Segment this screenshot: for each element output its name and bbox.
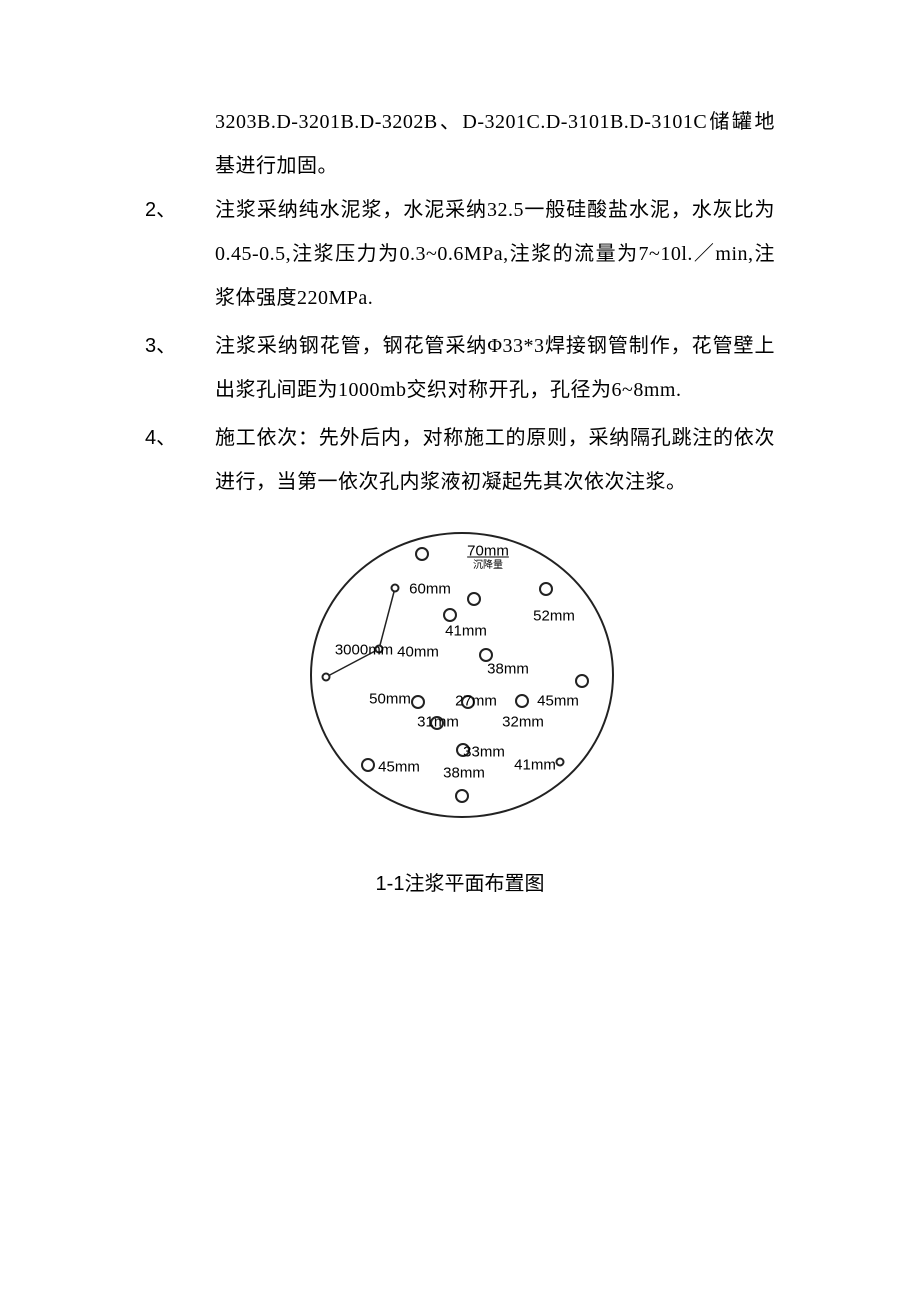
list-item-3: 3、 注浆采纳钢花管，钢花管采纳Φ33*3焊接钢管制作，花管壁上出浆孔间距为10…	[145, 324, 775, 412]
diagram-label: 32mm	[502, 706, 544, 739]
grout-hole	[455, 789, 469, 803]
paragraph-continuation: 3203B.D-3201B.D-3202B、D-3201C.D-3101B.D-…	[145, 100, 775, 188]
diagram-label: 41mm	[514, 749, 556, 782]
diagram-label: 50mm	[369, 683, 411, 716]
diagram-label: 60mm	[409, 573, 451, 606]
list-body: 注浆采纳纯水泥浆，水泥采纳32.5一般硅酸盐水泥，水灰比为0.45-0.5,注浆…	[215, 188, 775, 320]
document-page: 3203B.D-3201B.D-3202B、D-3201C.D-3101B.D-…	[0, 0, 920, 1301]
grouting-plan-diagram: 70mm沉降量60mm52mm41mm3000mm40mm38mm50mm27m…	[290, 522, 630, 822]
list-number: 2、	[145, 188, 215, 232]
grout-hole	[539, 582, 553, 596]
diagram-caption: 1-1注浆平面布置图	[145, 862, 775, 906]
list-number: 3、	[145, 324, 215, 368]
diagram-label: 3000mm	[335, 634, 393, 667]
grout-hole	[467, 592, 481, 606]
text: 3203B.D-3201B.D-3202B、D-3201C.D-3101B.D-…	[215, 111, 775, 177]
diagram-label: 27mm	[455, 685, 497, 718]
diagram-label: 沉降量	[473, 555, 503, 577]
list-body: 施工依次：先外后内，对称施工的原则，采纳隔孔跳注的依次进行，当第一依次孔内浆液初…	[215, 416, 775, 504]
list-number: 4、	[145, 416, 215, 460]
diagram-label: 45mm	[378, 751, 420, 784]
list-item-2: 2、 注浆采纳纯水泥浆，水泥采纳32.5一般硅酸盐水泥，水灰比为0.45-0.5…	[145, 188, 775, 320]
grout-hole	[556, 758, 565, 767]
diagram-container: 70mm沉降量60mm52mm41mm3000mm40mm38mm50mm27m…	[145, 522, 775, 822]
list-item-4: 4、 施工依次：先外后内，对称施工的原则，采纳隔孔跳注的依次进行，当第一依次孔内…	[145, 416, 775, 504]
diagram-label: 40mm	[397, 636, 439, 669]
diagram-label: 38mm	[443, 757, 485, 790]
diagram-label: 52mm	[533, 600, 575, 633]
list-body: 注浆采纳钢花管，钢花管采纳Φ33*3焊接钢管制作，花管壁上出浆孔间距为1000m…	[215, 324, 775, 412]
grout-hole	[361, 758, 375, 772]
grout-hole	[415, 547, 429, 561]
diagram-label: 31mm	[417, 706, 459, 739]
grout-hole	[322, 673, 331, 682]
diagram-label: 41mm	[445, 615, 487, 648]
grout-hole	[391, 584, 400, 593]
diagram-label: 38mm	[487, 653, 529, 686]
